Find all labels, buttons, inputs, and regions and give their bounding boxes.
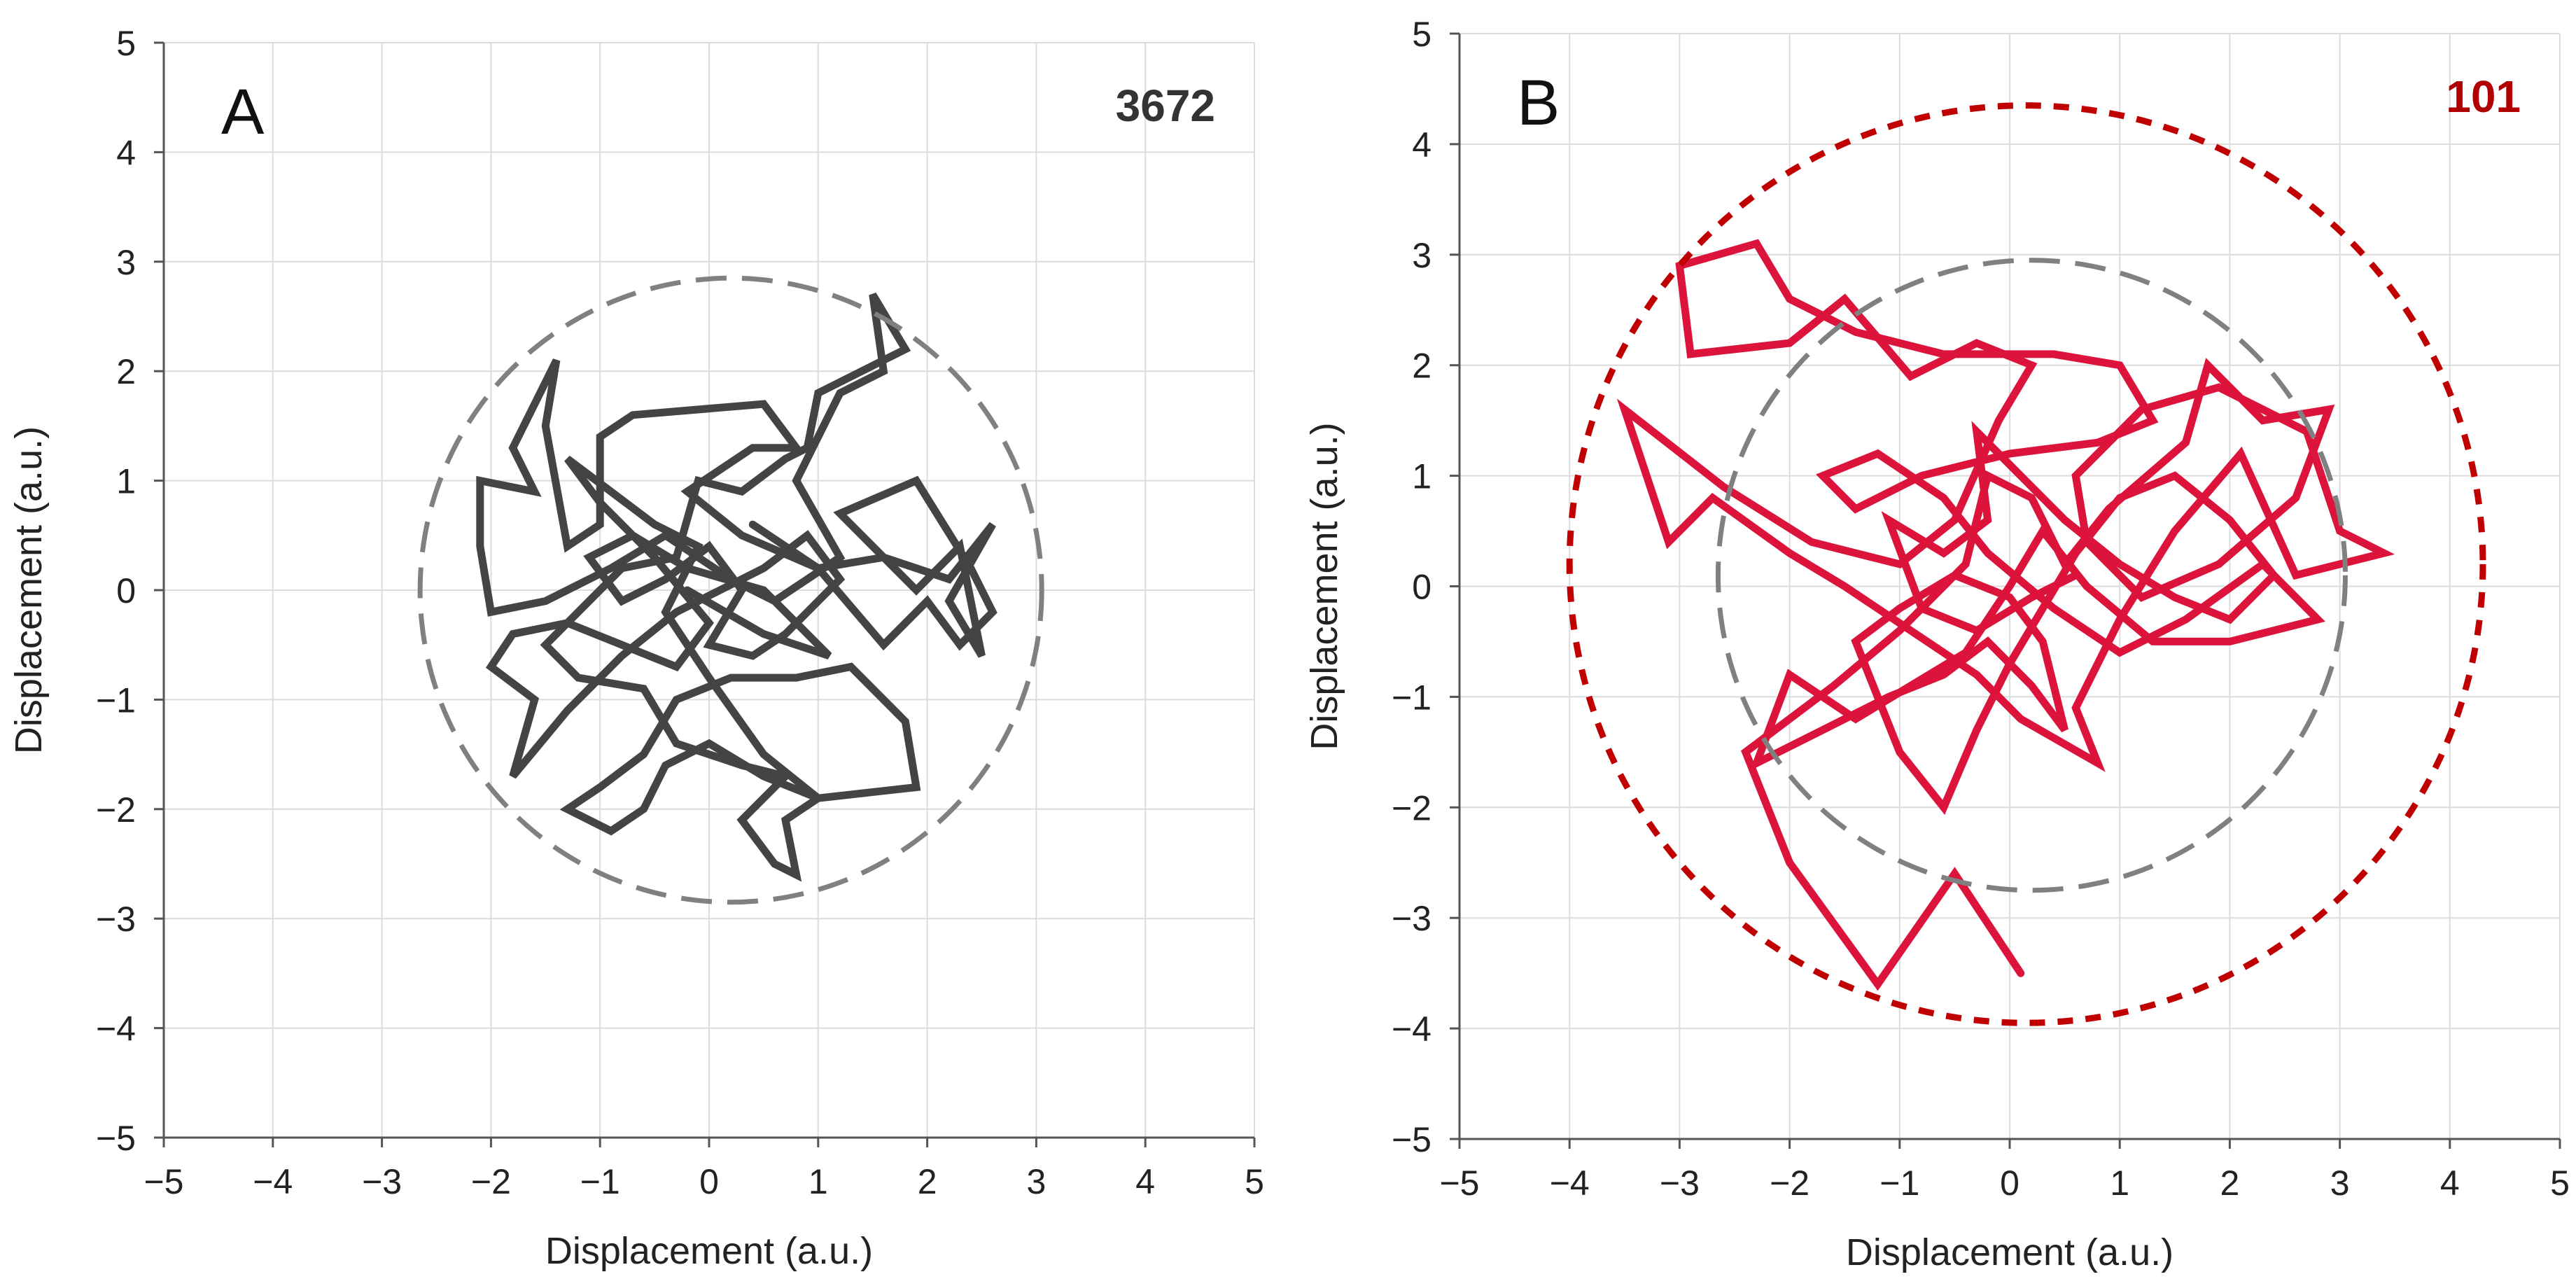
count-annotation: 3672 xyxy=(1116,81,1215,131)
chart-panel-a: −5 −4 −3 −2 −1 0 1 2 3 4 5 −5 −4 −3 −2 −1 0 1 2 3 4 5 Displace… xyxy=(8,24,1264,1272)
y-tick-label: −4 xyxy=(1392,1009,1432,1049)
y-tick-label: 2 xyxy=(1412,347,1432,386)
y-tick-label: 0 xyxy=(1412,568,1432,607)
x-tick-label: −3 xyxy=(362,1162,402,1201)
x-tick-label: 5 xyxy=(2550,1163,2570,1203)
x-tick-label: −1 xyxy=(580,1162,620,1201)
y-tick-label: 4 xyxy=(1412,125,1432,165)
y-tick-label: 2 xyxy=(116,352,136,391)
y-tick-label: −4 xyxy=(96,1009,136,1049)
y-tick-label: −5 xyxy=(96,1119,136,1158)
y-tick-label: 1 xyxy=(116,462,136,501)
y-tick-label: −3 xyxy=(96,900,136,939)
x-tick-label: 5 xyxy=(1245,1162,1264,1201)
x-tick-label: 1 xyxy=(808,1162,828,1201)
y-tick-label: 5 xyxy=(116,24,136,63)
x-tick-label: −2 xyxy=(471,1162,511,1201)
x-tick-label: 3 xyxy=(2330,1163,2350,1203)
y-tick-label: 4 xyxy=(116,133,136,172)
y-tick-label: −1 xyxy=(1392,678,1432,717)
x-tick-label: 4 xyxy=(2440,1163,2460,1203)
x-tick-label: 2 xyxy=(918,1162,937,1201)
y-tick-label: −2 xyxy=(1392,788,1432,827)
y-tick-label: 3 xyxy=(116,243,136,282)
x-tick-label: −4 xyxy=(1550,1163,1590,1203)
y-tick-label: −2 xyxy=(96,790,136,830)
y-tick-label: 0 xyxy=(116,571,136,610)
x-tick-label: 0 xyxy=(699,1162,719,1201)
y-tick-label: −3 xyxy=(1392,899,1432,938)
y-tick-label: 1 xyxy=(1412,457,1432,496)
x-tick-label: −3 xyxy=(1660,1163,1700,1203)
x-tick-label: −1 xyxy=(1879,1163,1919,1203)
outer-circle xyxy=(1566,102,2486,1026)
reference-circle xyxy=(1715,258,2348,893)
x-tick-label: 2 xyxy=(2220,1163,2239,1203)
x-tick-label: 1 xyxy=(2110,1163,2129,1203)
series-trajectory-line xyxy=(476,292,997,882)
x-tick-label: −2 xyxy=(1770,1163,1809,1203)
y-tick-label: 3 xyxy=(1412,236,1432,275)
y-tick-label: 5 xyxy=(1412,15,1432,54)
x-tick-label: 4 xyxy=(1135,1162,1155,1201)
x-tick-label: 0 xyxy=(2000,1163,2019,1203)
x-tick-label: −4 xyxy=(253,1162,293,1201)
x-tick-label: 3 xyxy=(1026,1162,1046,1201)
panel-letter: A xyxy=(221,76,265,148)
chart-panel-b: −5 −4 −3 −2 −1 0 1 2 3 4 5 −5 −4 −3 −2 −1 0 1 2 3 4 5 Displace… xyxy=(1303,15,2570,1273)
series-trajectory-line xyxy=(1616,239,2395,991)
panel-letter: B xyxy=(1517,67,1560,139)
x-axis-title: Displacement (a.u.) xyxy=(545,1230,873,1272)
x-tick-label: −5 xyxy=(1439,1163,1479,1203)
y-tick-label: −5 xyxy=(1392,1120,1432,1159)
y-axis-title: Displacement (a.u.) xyxy=(8,426,50,754)
x-axis-title: Displacement (a.u.) xyxy=(1846,1231,2174,1273)
reference-circle xyxy=(417,275,1044,905)
y-axis-title: Displacement (a.u.) xyxy=(1303,422,1345,750)
count-annotation: 101 xyxy=(2446,71,2521,122)
x-tick-label: −5 xyxy=(144,1162,183,1201)
y-tick-label: −1 xyxy=(96,680,136,720)
